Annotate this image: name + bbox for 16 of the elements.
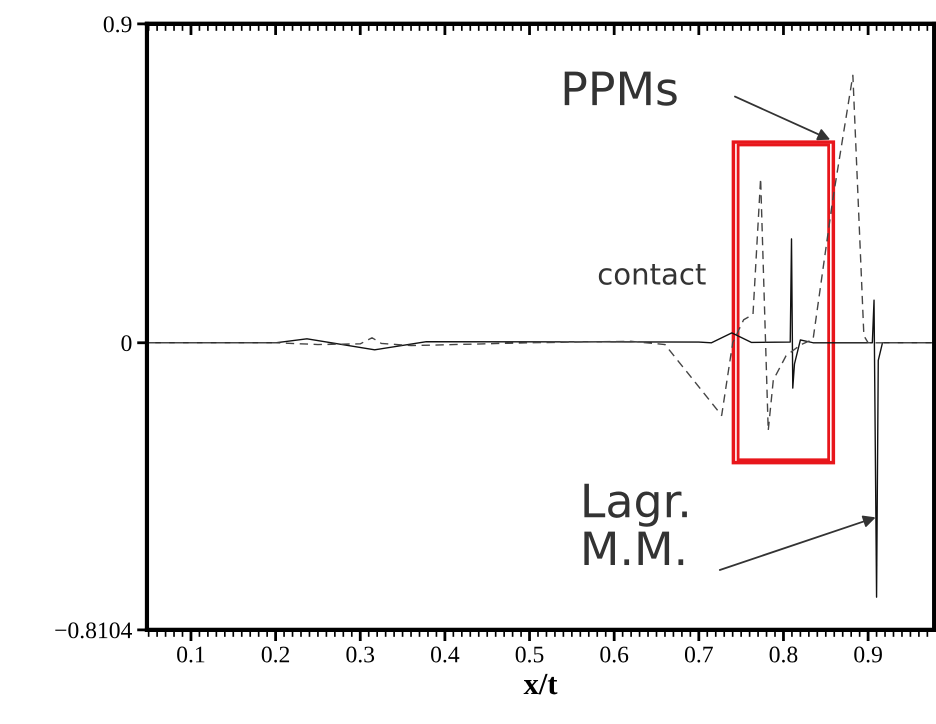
y-tick-label: −0.8104: [55, 622, 132, 638]
x-tick-label: 0.5: [516, 646, 544, 663]
x-tick-label: 0.1: [177, 646, 204, 663]
x-tick-label: 0.8: [770, 646, 798, 663]
x-tick-label: 0.3: [346, 646, 374, 663]
x-tick-label: 0.2: [262, 646, 290, 663]
x-tick-label: 0.6: [600, 646, 628, 663]
annotation: contact: [598, 264, 706, 285]
x-axis-title: x/t: [524, 674, 558, 694]
x-tick-label: 0.9: [854, 646, 882, 663]
x-tick-label: 0.4: [431, 646, 460, 663]
annotation: PPMs: [564, 72, 677, 106]
y-tick-label: 0.9: [104, 16, 132, 32]
y-tick-label: 0: [121, 335, 132, 352]
annotation: Lagr. M.M.: [584, 484, 687, 566]
x-tick-label: 0.7: [684, 646, 713, 663]
